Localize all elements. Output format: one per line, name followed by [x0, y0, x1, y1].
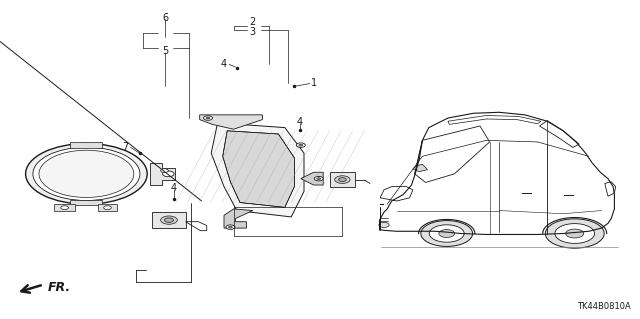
- Polygon shape: [224, 209, 253, 228]
- Circle shape: [379, 222, 389, 227]
- Circle shape: [161, 169, 168, 173]
- Circle shape: [555, 224, 595, 243]
- Circle shape: [33, 147, 140, 201]
- Polygon shape: [70, 142, 102, 148]
- Polygon shape: [211, 123, 304, 217]
- Text: 6: 6: [162, 12, 168, 23]
- Circle shape: [429, 225, 464, 242]
- Text: 1: 1: [310, 78, 317, 88]
- Circle shape: [335, 176, 350, 183]
- Polygon shape: [70, 200, 102, 205]
- Polygon shape: [150, 163, 175, 185]
- Circle shape: [314, 176, 323, 181]
- Polygon shape: [54, 204, 75, 211]
- Circle shape: [439, 230, 454, 237]
- Polygon shape: [98, 204, 117, 211]
- Polygon shape: [152, 212, 186, 228]
- Circle shape: [545, 219, 604, 248]
- Text: 5: 5: [162, 46, 168, 56]
- Circle shape: [39, 150, 134, 197]
- Polygon shape: [223, 131, 294, 207]
- Circle shape: [161, 216, 177, 224]
- Text: FR.: FR.: [48, 281, 71, 294]
- Circle shape: [204, 116, 212, 120]
- Text: 4: 4: [296, 117, 303, 127]
- Text: 4: 4: [221, 59, 227, 69]
- Circle shape: [228, 226, 232, 228]
- Circle shape: [566, 229, 584, 238]
- Circle shape: [421, 221, 472, 246]
- Polygon shape: [200, 115, 262, 129]
- Circle shape: [163, 171, 174, 177]
- Text: 2: 2: [250, 17, 256, 27]
- Circle shape: [61, 206, 68, 210]
- Text: 7: 7: [122, 142, 129, 152]
- Circle shape: [299, 144, 303, 146]
- Circle shape: [317, 178, 321, 180]
- Circle shape: [164, 218, 173, 222]
- Polygon shape: [301, 172, 323, 185]
- Text: 3: 3: [250, 27, 256, 37]
- Circle shape: [226, 225, 235, 229]
- Text: TK44B0810A: TK44B0810A: [577, 302, 630, 311]
- Text: 4: 4: [171, 183, 177, 193]
- Circle shape: [296, 143, 305, 147]
- Circle shape: [104, 206, 111, 210]
- Circle shape: [339, 178, 346, 182]
- Circle shape: [26, 144, 147, 204]
- Polygon shape: [330, 172, 355, 187]
- Circle shape: [206, 117, 210, 119]
- Polygon shape: [413, 164, 428, 172]
